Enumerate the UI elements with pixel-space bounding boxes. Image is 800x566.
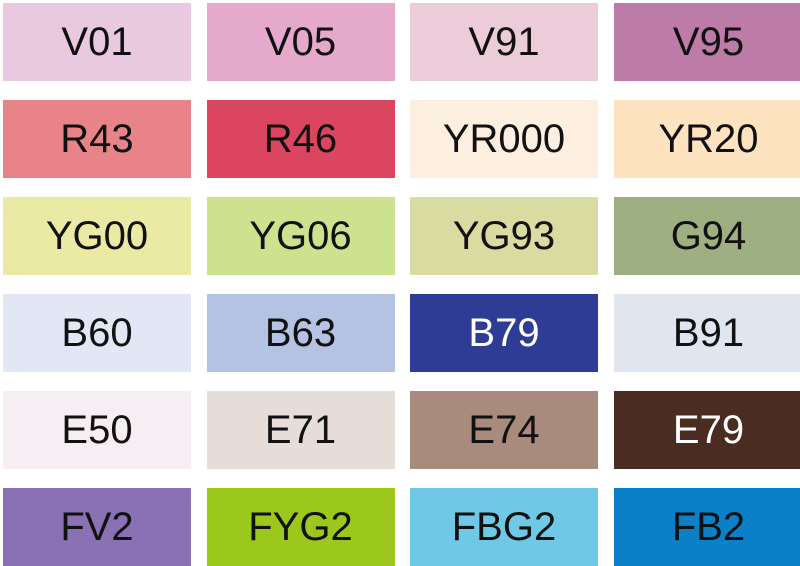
swatch-e74: E74 xyxy=(410,391,598,469)
swatch-yg06: YG06 xyxy=(206,197,395,275)
swatch-r43: R43 xyxy=(3,100,191,178)
swatch-fyg2: FYG2 xyxy=(206,488,395,566)
swatch-yr000: YR000 xyxy=(410,100,598,178)
swatch-yg93: YG93 xyxy=(410,197,598,275)
swatch-e71: E71 xyxy=(206,391,395,469)
swatch-b79: B79 xyxy=(410,294,598,372)
swatch-b91: B91 xyxy=(613,294,800,372)
swatch-fv2: FV2 xyxy=(3,488,191,566)
swatch-v01: V01 xyxy=(3,3,191,81)
swatch-v91: V91 xyxy=(410,3,598,81)
swatch-b60: B60 xyxy=(3,294,191,372)
swatch-yr20: YR20 xyxy=(613,100,800,178)
swatch-b63: B63 xyxy=(206,294,395,372)
swatch-v95: V95 xyxy=(613,3,800,81)
swatch-e79: E79 xyxy=(613,391,800,469)
swatch-e50: E50 xyxy=(3,391,191,469)
swatch-fb2: FB2 xyxy=(613,488,800,566)
swatch-fbg2: FBG2 xyxy=(410,488,598,566)
swatch-v05: V05 xyxy=(206,3,395,81)
swatch-g94: G94 xyxy=(613,197,800,275)
swatch-yg00: YG00 xyxy=(3,197,191,275)
swatch-r46: R46 xyxy=(206,100,395,178)
